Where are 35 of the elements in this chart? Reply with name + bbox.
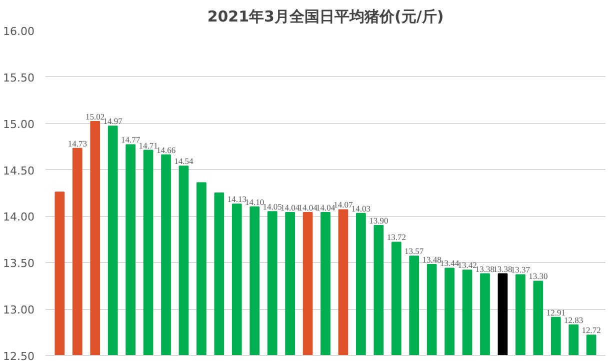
data-label: 13.30 (528, 271, 548, 282)
data-label: 13.90 (369, 216, 388, 226)
y-tick-label: 13.50 (3, 257, 35, 270)
data-label: 12.83 (564, 314, 584, 325)
data-label: 13.38 (493, 264, 512, 274)
data-label: 15.02 (86, 112, 105, 122)
y-tick-label: 14.50 (3, 164, 35, 178)
y-tick-label: 15.50 (3, 71, 35, 84)
data-label: 14.13 (227, 194, 246, 204)
y-tick-label: 12.50 (3, 350, 35, 361)
data-label: 13.38 (475, 264, 495, 274)
chart-title: 2021年3月全国日平均猪价(元/斤) (207, 8, 444, 26)
data-label: 13.48 (422, 254, 442, 264)
data-label: 14.71 (138, 140, 158, 150)
data-label: 13.72 (386, 232, 406, 242)
data-label: 13.57 (404, 246, 424, 256)
data-label: 13.44 (440, 258, 460, 268)
data-label: 12.72 (582, 325, 601, 336)
y-tick-label: 16.00 (3, 25, 35, 38)
data-label: 14.54 (174, 156, 194, 166)
data-label: 14.03 (351, 203, 371, 214)
data-label: 13.37 (510, 264, 530, 275)
data-label: 14.73 (68, 138, 87, 148)
data-label: 14.05 (262, 202, 282, 212)
y-tick-label: 13.00 (3, 304, 35, 317)
data-label: 14.07 (334, 200, 353, 210)
data-label: 14.97 (103, 116, 122, 126)
y-tick-label: 15.00 (3, 118, 35, 131)
data-label: 12.91 (546, 307, 566, 318)
data-label: 14.10 (245, 196, 264, 207)
data-label: 14.66 (156, 144, 176, 155)
data-label: 14.04 (280, 202, 300, 212)
y-tick-label: 14.00 (3, 210, 35, 224)
data-label: 13.42 (458, 260, 477, 270)
data-label: 14.77 (121, 134, 140, 145)
